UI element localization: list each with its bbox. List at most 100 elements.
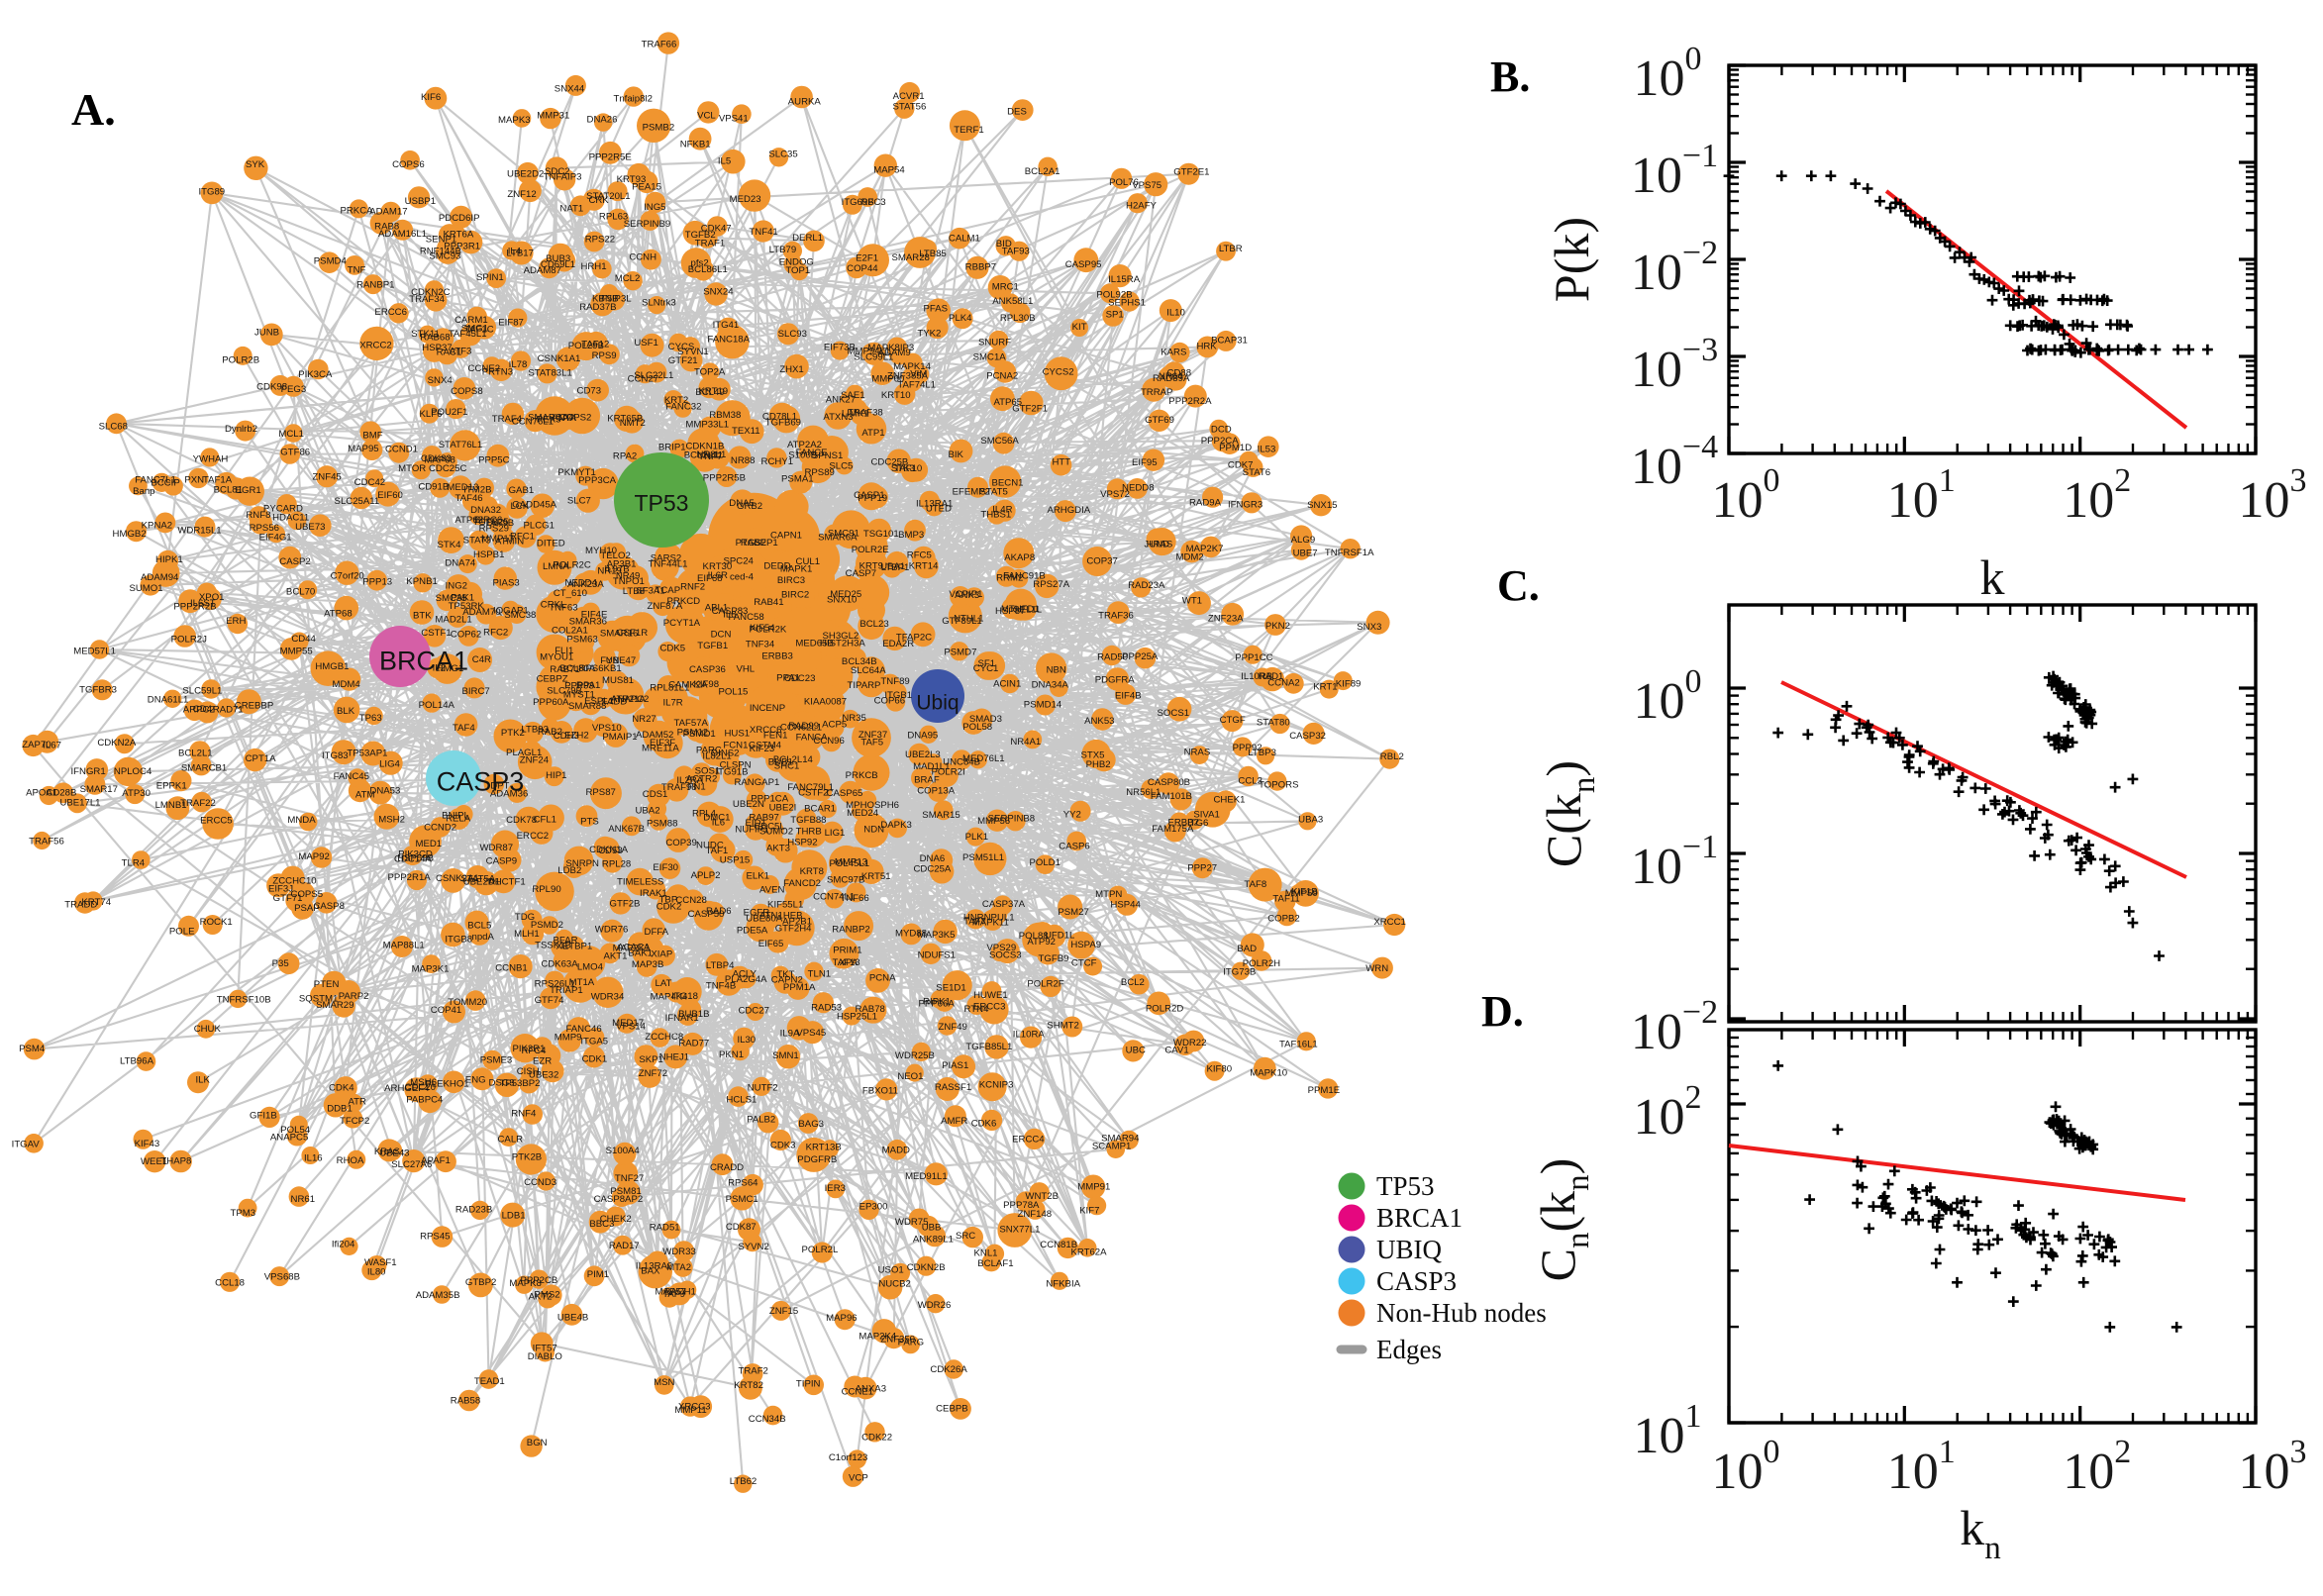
svg-text:KRT9: KRT9 bbox=[859, 561, 883, 572]
svg-text:ZNF87A: ZNF87A bbox=[648, 601, 683, 612]
svg-text:NUDC: NUDC bbox=[696, 840, 724, 850]
svg-text:APLP2: APLP2 bbox=[691, 870, 721, 881]
svg-text:BID: BID bbox=[996, 239, 1012, 249]
svg-text:CCNE2: CCNE2 bbox=[468, 363, 501, 374]
svg-text:DIABLO: DIABLO bbox=[528, 1351, 562, 1362]
svg-text:MAPK14: MAPK14 bbox=[893, 361, 932, 372]
svg-text:DPT: DPT bbox=[490, 780, 509, 791]
svg-text:JUNB: JUNB bbox=[254, 327, 279, 338]
svg-text:TBP: TBP bbox=[659, 895, 678, 906]
svg-text:TLN1: TLN1 bbox=[808, 969, 831, 980]
svg-text:ACIN1: ACIN1 bbox=[993, 679, 1021, 690]
svg-text:KIF55L1: KIF55L1 bbox=[767, 900, 803, 911]
svg-text:MAP2K1: MAP2K1 bbox=[613, 944, 651, 954]
svg-text:SMAR94: SMAR94 bbox=[1101, 1134, 1140, 1145]
svg-text:FADD: FADD bbox=[602, 696, 628, 707]
svg-text:SE1D1: SE1D1 bbox=[936, 983, 965, 994]
svg-text:RAD6: RAD6 bbox=[706, 906, 732, 917]
svg-text:CAMK2A: CAMK2A bbox=[668, 680, 708, 691]
svg-text:COPS5: COPS5 bbox=[291, 889, 324, 900]
svg-text:MCL1: MCL1 bbox=[278, 429, 304, 440]
svg-text:KIF43: KIF43 bbox=[135, 1139, 160, 1149]
svg-text:EIF95: EIF95 bbox=[1132, 457, 1158, 468]
svg-text:KPNA2: KPNA2 bbox=[142, 520, 172, 531]
svg-text:RNF8: RNF8 bbox=[246, 510, 270, 521]
svg-text:XPO1: XPO1 bbox=[199, 592, 225, 603]
svg-text:PARC: PARC bbox=[696, 746, 722, 756]
svg-text:ADAM17: ADAM17 bbox=[369, 206, 407, 217]
svg-text:CYCS2: CYCS2 bbox=[1043, 367, 1074, 378]
svg-text:TOP2A: TOP2A bbox=[694, 366, 726, 377]
svg-text:MAP92: MAP92 bbox=[298, 851, 329, 862]
svg-text:MAP96: MAP96 bbox=[826, 1313, 857, 1324]
svg-text:ATP92: ATP92 bbox=[1027, 937, 1056, 948]
svg-text:TNPO1: TNPO1 bbox=[613, 576, 645, 587]
svg-text:RABEP1: RABEP1 bbox=[741, 538, 778, 549]
svg-text:KIF6: KIF6 bbox=[421, 92, 441, 103]
svg-text:BRCA1: BRCA1 bbox=[379, 647, 468, 676]
svg-text:PAK1: PAK1 bbox=[451, 593, 474, 604]
svg-text:CASP95: CASP95 bbox=[1065, 259, 1102, 270]
svg-text:SENP1: SENP1 bbox=[426, 234, 456, 245]
svg-text:KARS: KARS bbox=[1161, 348, 1186, 358]
svg-text:CDC42: CDC42 bbox=[354, 477, 385, 488]
svg-text:ATP2A2: ATP2A2 bbox=[787, 440, 822, 450]
svg-text:EIF73B: EIF73B bbox=[824, 343, 856, 353]
svg-text:CDKN1A: CDKN1A bbox=[589, 845, 629, 855]
svg-text:CD44: CD44 bbox=[291, 634, 316, 645]
svg-text:IFNAR1: IFNAR1 bbox=[665, 1013, 699, 1024]
svg-text:DEDD: DEDD bbox=[763, 561, 790, 572]
svg-text:LIG4: LIG4 bbox=[379, 759, 400, 770]
svg-text:Banp: Banp bbox=[133, 486, 154, 497]
svg-text:PCNA2: PCNA2 bbox=[986, 371, 1018, 382]
svg-text:FLI1: FLI1 bbox=[555, 646, 573, 656]
svg-text:IL6R: IL6R bbox=[708, 570, 728, 581]
svg-text:IL67: IL67 bbox=[43, 741, 61, 751]
svg-text:NHEJ1: NHEJ1 bbox=[659, 1051, 689, 1062]
svg-text:NAT1: NAT1 bbox=[559, 204, 583, 215]
svg-text:MTA2: MTA2 bbox=[666, 1262, 691, 1273]
svg-text:MMP91: MMP91 bbox=[1077, 1182, 1110, 1193]
svg-text:RAB58: RAB58 bbox=[451, 1395, 480, 1406]
svg-text:USP15: USP15 bbox=[720, 855, 750, 866]
svg-text:PPP19: PPP19 bbox=[858, 493, 887, 504]
svg-text:PSM88: PSM88 bbox=[647, 818, 677, 829]
svg-text:RPL4: RPL4 bbox=[692, 808, 717, 819]
svg-text:HSP25L1: HSP25L1 bbox=[837, 1011, 877, 1022]
svg-text:CDK26A: CDK26A bbox=[930, 1364, 967, 1375]
svg-text:BCL5: BCL5 bbox=[467, 921, 491, 932]
svg-text:STK4: STK4 bbox=[438, 540, 462, 550]
svg-text:VIM: VIM bbox=[910, 368, 927, 379]
svg-text:IL30: IL30 bbox=[737, 1035, 756, 1046]
svg-text:ced-4: ced-4 bbox=[730, 572, 755, 583]
svg-text:CASP50: CASP50 bbox=[688, 909, 725, 920]
svg-text:KRT30: KRT30 bbox=[703, 561, 733, 572]
svg-text:CPT1A: CPT1A bbox=[246, 753, 277, 764]
svg-text:CD69L1: CD69L1 bbox=[541, 259, 575, 270]
svg-text:ITG73B: ITG73B bbox=[1223, 966, 1256, 977]
svg-text:SUMO2: SUMO2 bbox=[759, 826, 793, 837]
svg-text:SMAR88: SMAR88 bbox=[568, 701, 606, 712]
svg-text:TNF4B: TNF4B bbox=[706, 981, 736, 992]
svg-text:ROCK1: ROCK1 bbox=[200, 917, 233, 928]
svg-text:DNA61L1: DNA61L1 bbox=[148, 694, 189, 705]
svg-text:STAT76L1: STAT76L1 bbox=[439, 440, 482, 450]
svg-text:AKT2: AKT2 bbox=[529, 1292, 553, 1303]
svg-text:SP1: SP1 bbox=[1106, 310, 1124, 321]
svg-text:MTOR: MTOR bbox=[398, 463, 426, 474]
svg-text:DAPK3: DAPK3 bbox=[880, 820, 911, 831]
svg-text:TP53BP2: TP53BP2 bbox=[499, 1078, 540, 1089]
svg-text:POLR2E: POLR2E bbox=[852, 545, 889, 555]
svg-text:SHC1: SHC1 bbox=[774, 761, 800, 772]
svg-text:KRT1: KRT1 bbox=[1313, 681, 1337, 692]
svg-text:UBE43: UBE43 bbox=[379, 1147, 409, 1158]
svg-text:WRN: WRN bbox=[1365, 963, 1388, 974]
svg-text:CASP8: CASP8 bbox=[313, 901, 344, 912]
svg-text:SMC35: SMC35 bbox=[436, 593, 467, 604]
svg-text:POLR2D: POLR2D bbox=[1146, 1003, 1183, 1014]
svg-text:TYK2: TYK2 bbox=[917, 328, 941, 339]
svg-text:SMG1: SMG1 bbox=[461, 323, 488, 334]
svg-text:POL29B: POL29B bbox=[568, 341, 604, 351]
svg-text:BCL23: BCL23 bbox=[859, 619, 888, 630]
svg-text:SIVA1: SIVA1 bbox=[1193, 809, 1220, 820]
